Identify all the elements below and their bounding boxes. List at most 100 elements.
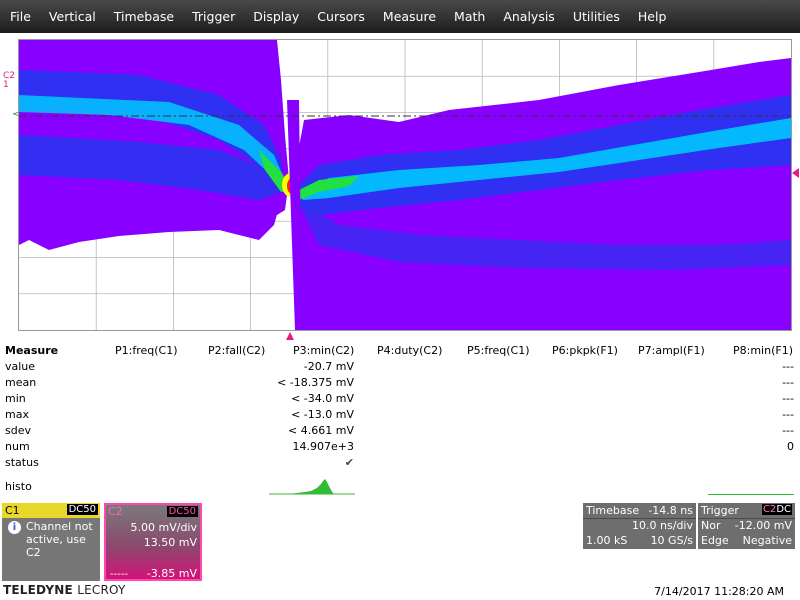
timebase-rate: 10 GS/s <box>650 534 693 547</box>
param-p2[interactable]: P2:fall(C2) <box>208 344 266 357</box>
param-p1[interactable]: P1:freq(C1) <box>115 344 178 357</box>
timebase-panel[interactable]: Timebase -14.8 ns 10.0 ns/div 1.00 kS 10… <box>583 503 696 549</box>
channel-offset-marker: 1 <box>3 80 9 90</box>
row-label: max <box>5 408 29 421</box>
p3-value: 14.907e+3 <box>292 440 354 453</box>
trigger-source-channel: C2 <box>762 504 777 515</box>
timebase-title: Timebase <box>586 504 640 517</box>
trace-core-green-right <box>295 176 359 200</box>
measure-header-row: Measure P1:freq(C1) P2:fall(C2) P3:min(C… <box>0 342 800 358</box>
c1-coupling: DC50 <box>66 504 98 515</box>
menu-utilities[interactable]: Utilities <box>572 9 620 24</box>
c2-name: C2 <box>108 505 123 518</box>
c1-tab: C1 DC50 <box>2 503 100 518</box>
p8-value: --- <box>782 360 794 373</box>
divider <box>583 518 696 519</box>
measure-row: sdev < 4.661 mV --- <box>0 422 800 438</box>
c1-name: C1 <box>5 504 20 517</box>
param-p5[interactable]: P5:freq(C1) <box>467 344 530 357</box>
row-label: sdev <box>5 424 31 437</box>
menu-help[interactable]: Help <box>637 9 667 24</box>
brand-logo: TELEDYNE LECROY <box>3 583 126 597</box>
timestamp: 7/14/2017 11:28:20 AM <box>654 585 784 598</box>
waveform-display <box>19 40 791 330</box>
p3-value: -20.7 mV <box>303 360 354 373</box>
trace-band-cyan-right <box>299 118 791 200</box>
c2-volts-per-div: 5.00 mV/div <box>130 521 197 534</box>
menu-analysis[interactable]: Analysis <box>503 9 555 24</box>
c2-coupling: DC50 <box>166 506 198 517</box>
row-label: mean <box>5 376 37 389</box>
measure-row: status ✔ <box>0 454 800 470</box>
row-label: value <box>5 360 36 373</box>
p3-histogram[interactable] <box>269 478 355 496</box>
c2-offset: 13.50 mV <box>143 536 197 549</box>
row-label: min <box>5 392 26 405</box>
measure-row: histo <box>0 478 800 494</box>
trigger-mode: Nor <box>701 519 721 532</box>
param-p6[interactable]: P6:pkpk(F1) <box>552 344 618 357</box>
trigger-level-marker-left[interactable]: ≺ <box>12 109 21 120</box>
param-p3[interactable]: P3:min(C2) <box>293 344 355 357</box>
trigger-level: -12.00 mV <box>734 519 792 532</box>
channel-c2-panel[interactable]: C2 DC50 5.00 mV/div 13.50 mV ----- -3.85… <box>104 503 202 581</box>
menu-cursors[interactable]: Cursors <box>317 9 365 24</box>
measure-title: Measure <box>5 344 59 357</box>
menu-display[interactable]: Display <box>253 9 300 24</box>
timebase-tdiv: 10.0 ns/div <box>632 519 693 532</box>
menu-vertical[interactable]: Vertical <box>48 9 96 24</box>
param-p7[interactable]: P7:ampl(F1) <box>638 344 705 357</box>
trigger-position-marker[interactable] <box>286 332 294 340</box>
menu-measure[interactable]: Measure <box>382 9 437 24</box>
trace-band-blue-lower <box>297 200 791 270</box>
measure-row: value -20.7 mV --- <box>0 358 800 374</box>
trigger-title: Trigger <box>701 504 739 517</box>
measure-row: min < -34.0 mV --- <box>0 390 800 406</box>
param-p8[interactable]: P8:min(F1) <box>733 344 793 357</box>
persistence-scatter-left <box>19 190 281 250</box>
trigger-source: C2DC <box>761 504 792 515</box>
p3-value: < -34.0 mV <box>291 392 354 405</box>
measure-row: num 14.907e+3 0 <box>0 438 800 454</box>
menu-timebase[interactable]: Timebase <box>113 9 175 24</box>
c1-message: Channel not active, use C2 <box>26 520 93 559</box>
divider <box>698 518 795 519</box>
p3-value: < -18.375 mV <box>277 376 354 389</box>
c2-level: -3.85 mV <box>146 567 197 580</box>
trigger-type: Edge <box>701 534 729 547</box>
c2-trace-marker: ----- <box>110 569 129 580</box>
channel-c2-label: C2 1 <box>3 72 15 90</box>
trigger-source-coupling: DC <box>776 504 791 515</box>
measure-table: Measure P1:freq(C1) P2:fall(C2) P3:min(C… <box>0 340 800 500</box>
menu-file[interactable]: File <box>10 9 31 24</box>
trigger-slope: Negative <box>742 534 792 547</box>
row-label: histo <box>5 480 32 493</box>
p8-value: --- <box>782 392 794 405</box>
trigger-level-marker-right[interactable] <box>792 168 799 178</box>
channel-c1-panel[interactable]: C1 DC50 i Channel not active, use C2 <box>2 503 100 581</box>
timebase-delay: -14.8 ns <box>648 504 693 517</box>
trace-band-cyan-left <box>19 95 287 185</box>
menu-trigger[interactable]: Trigger <box>192 9 236 24</box>
menu-math[interactable]: Math <box>454 9 486 24</box>
menu-bar: File Vertical Timebase Trigger Display C… <box>0 0 800 33</box>
p8-value: --- <box>782 376 794 389</box>
p3-value: < 4.661 mV <box>288 424 354 437</box>
p8-value: --- <box>782 424 794 437</box>
p8-histogram[interactable] <box>708 494 794 495</box>
p8-value: 0 <box>787 440 794 453</box>
status-check-icon: ✔ <box>344 456 354 469</box>
falling-edge <box>287 100 302 330</box>
timebase-samples: 1.00 kS <box>586 534 628 547</box>
row-label: status <box>5 456 39 469</box>
trigger-panel[interactable]: Trigger C2DC Nor -12.00 mV Edge Negative <box>698 503 795 549</box>
waveform-grid[interactable] <box>18 39 792 331</box>
channel-label-text: C2 <box>3 71 16 81</box>
brand-bold: TELEDYNE <box>3 583 73 597</box>
param-p4[interactable]: P4:duty(C2) <box>377 344 443 357</box>
p8-value: --- <box>782 408 794 421</box>
brand-light: LECROY <box>77 583 126 597</box>
measure-row: max < -13.0 mV --- <box>0 406 800 422</box>
trace-band-blue-left-2 <box>19 135 287 200</box>
p3-value: < -13.0 mV <box>291 408 354 421</box>
